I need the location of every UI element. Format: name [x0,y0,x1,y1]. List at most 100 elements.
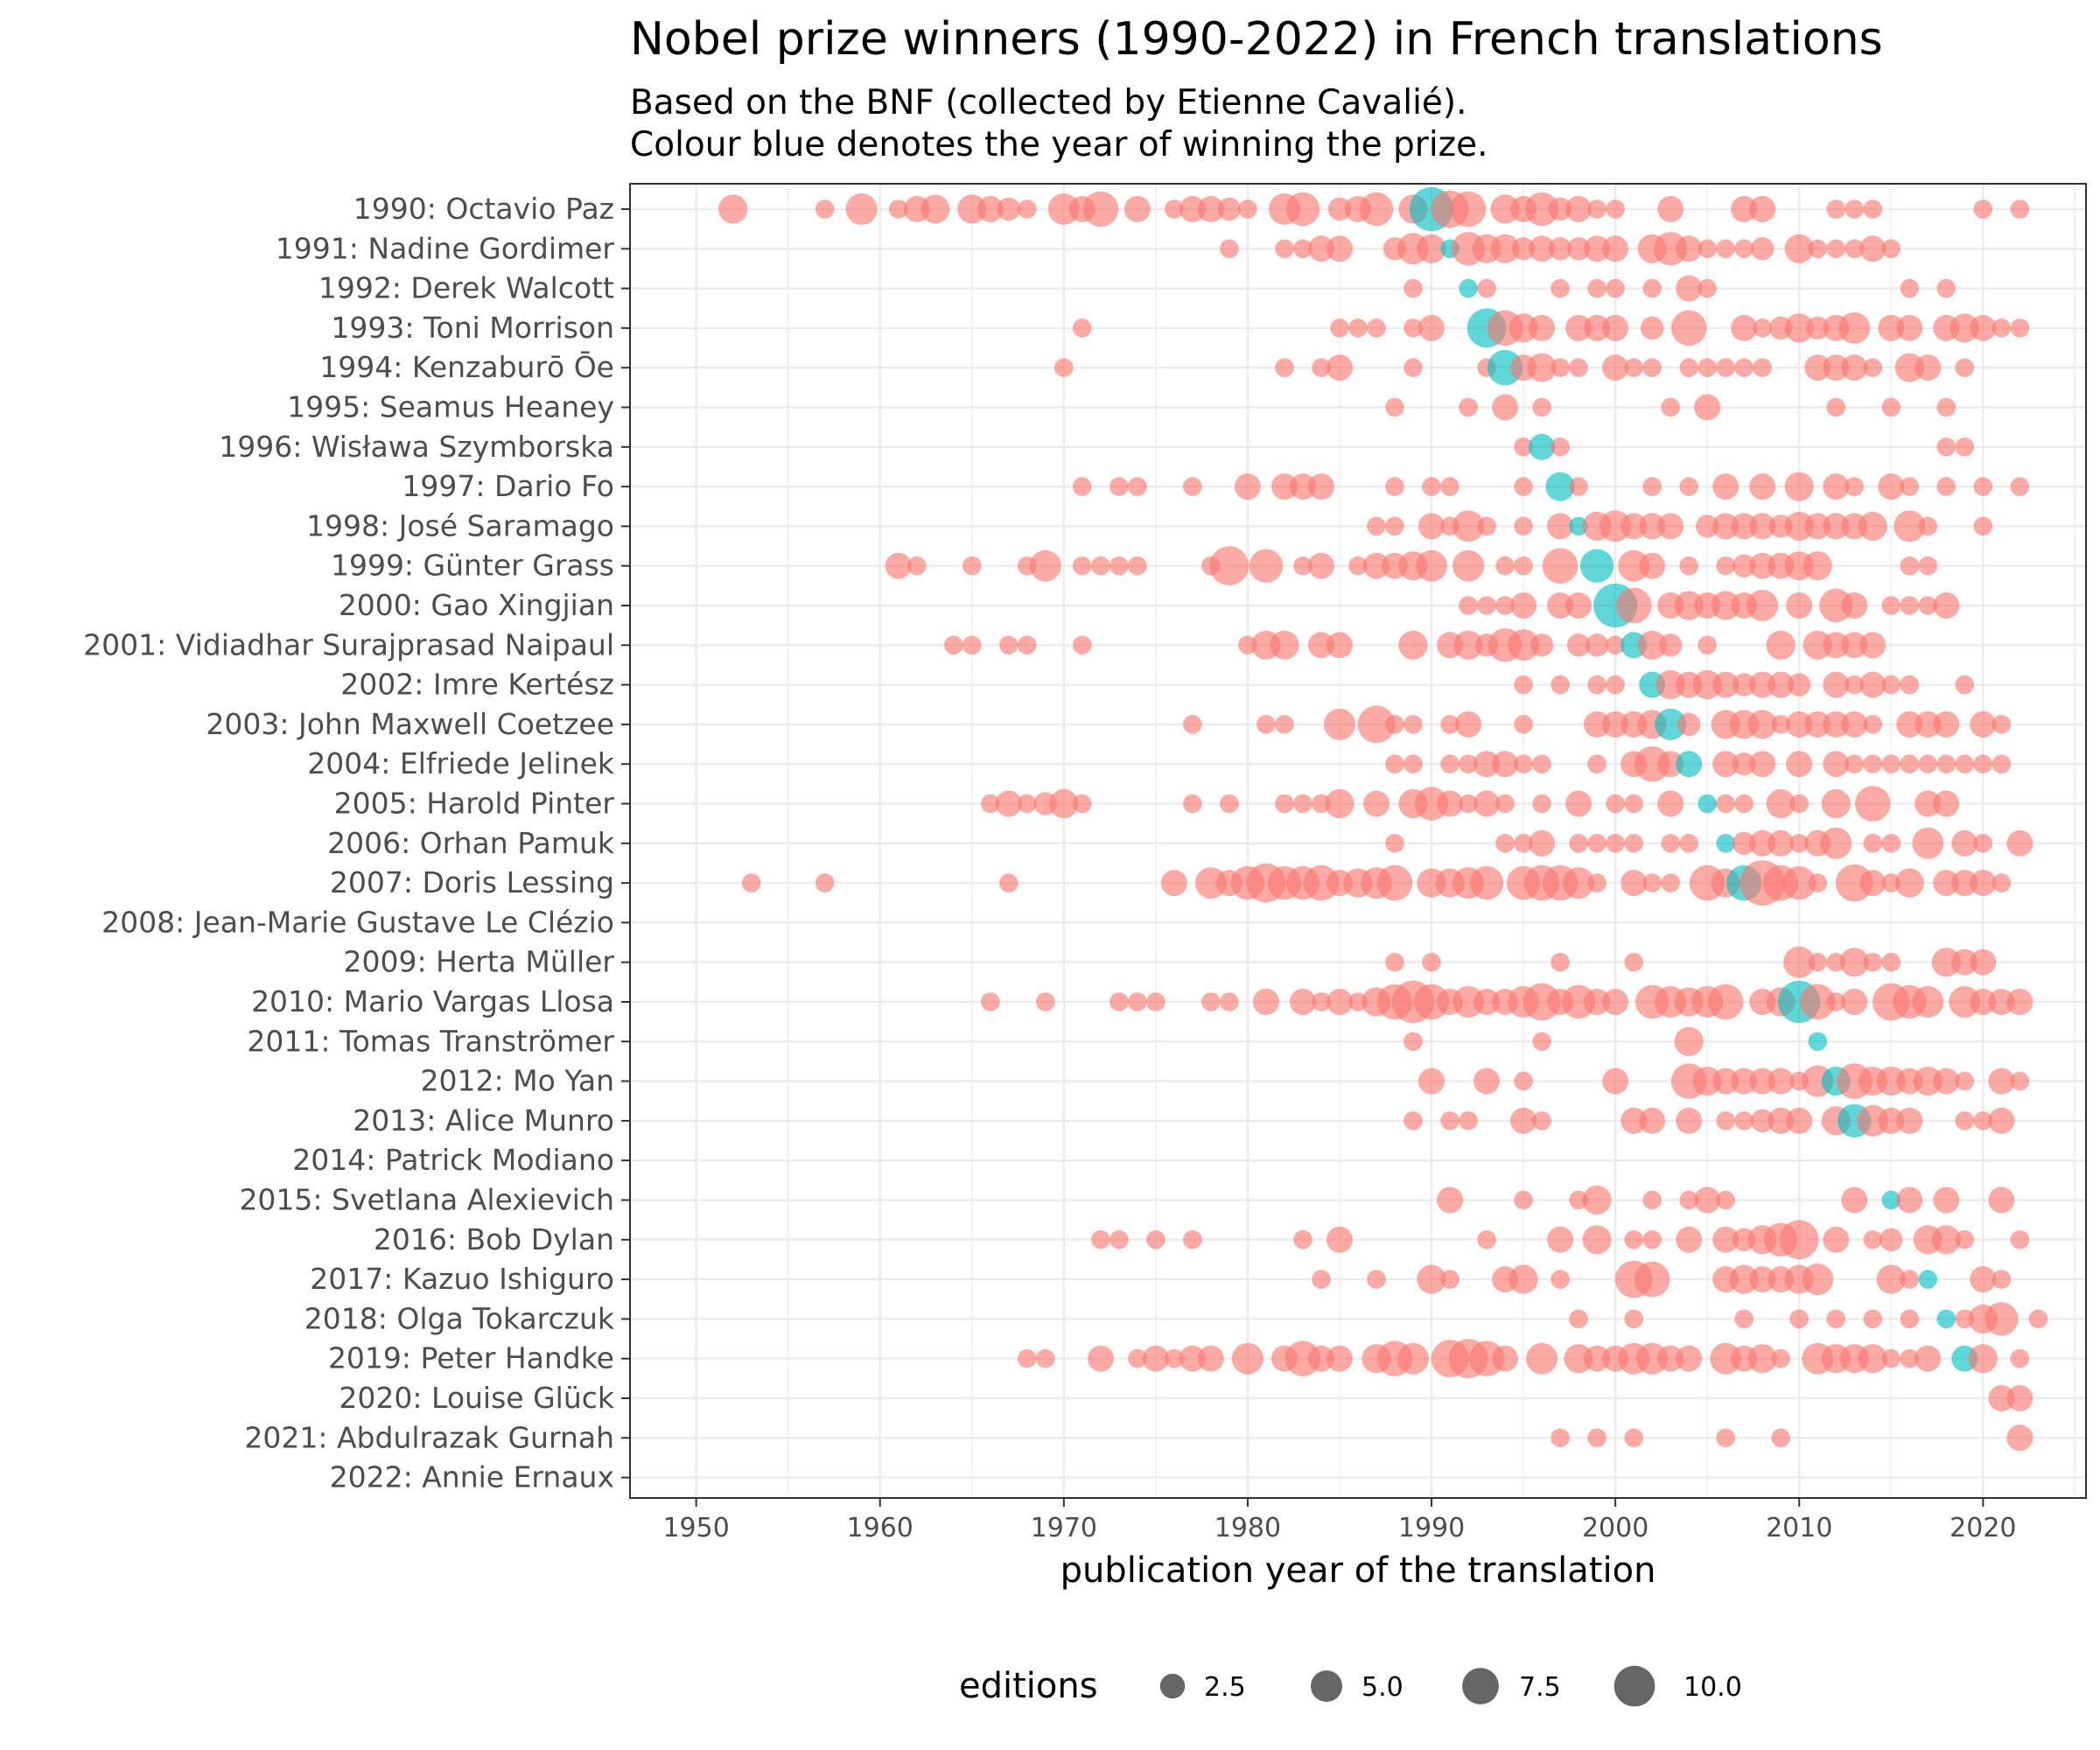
data-point [1418,314,1445,341]
data-point [1514,754,1533,774]
data-point [1624,1230,1643,1250]
y-tick-label: 2020: Louise Glück [339,1381,614,1415]
data-point [1771,1348,1790,1368]
data-point [1563,867,1595,900]
data-point [1569,834,1588,853]
data-point [1585,634,1609,657]
y-tick-label: 2002: Imre Kertész [340,668,614,702]
data-point [1698,358,1717,378]
data-point [1749,1266,1776,1293]
data-point [1602,235,1629,262]
data-point [1179,1345,1206,1372]
data-point [1992,754,2012,774]
legend-label: 2.5 [1204,1672,1246,1703]
data-point [1308,473,1334,500]
data-point [1642,1190,1662,1210]
data-point [1624,1309,1643,1329]
data-point [1786,710,1813,738]
data-point [1474,790,1501,817]
data-point [1160,870,1187,897]
data-point [1238,200,1257,219]
data-point [1808,873,1828,892]
data-point [1514,477,1533,496]
data-point [1808,952,1828,972]
data-point [1747,1344,1777,1374]
data-point [1385,477,1404,496]
data-point [1881,1190,1901,1210]
y-tick-label: 2005: Harold Pinter [334,787,615,821]
data-point [1495,794,1515,814]
data-point [1128,556,1147,576]
data-point [1936,397,1956,417]
data-point [1477,278,1496,298]
y-tick-label: 1999: Günter Grass [331,549,614,583]
data-point [1018,635,1037,655]
data-point [1751,1109,1774,1133]
data-point [1992,318,2012,338]
y-tick-label: 2015: Svetlana Alexievich [239,1183,614,1217]
data-point [1565,592,1592,619]
data-point [1679,834,1698,853]
data-point [1984,1302,2019,1336]
data-point [1731,314,1758,341]
data-point [1348,556,1368,576]
data-point [1417,234,1446,263]
data-point [1565,196,1592,222]
x-tick-label: 1960 [847,1513,914,1544]
data-point [1348,318,1368,338]
y-tick-label: 2017: Kazuo Ishiguro [310,1262,614,1296]
data-point [1676,751,1703,778]
data-point [1973,754,1993,774]
data-point [1587,873,1606,892]
chart-title: Nobel prize winners (1990-2022) in Frenc… [630,13,1883,66]
y-tick-label: 2000: Gao Xingjian [339,588,614,622]
legend-key [1311,1670,1342,1702]
data-point [1600,510,1632,542]
data-point [1587,278,1606,298]
data-point [1936,278,1956,298]
data-point [1918,556,1938,576]
data-point [1900,754,1920,774]
x-tick-label: 1970 [1031,1513,1097,1544]
data-point [1326,235,1353,262]
data-point [1782,865,1816,900]
data-point [1657,790,1684,817]
data-point [1492,394,1519,421]
data-point [1821,788,1851,819]
data-point [1620,870,1648,897]
data-point [1385,516,1404,536]
data-point [1404,715,1423,734]
data-point [1844,754,1865,774]
data-point [1881,754,1901,774]
data-point [1894,868,1924,898]
data-point [1659,634,1683,657]
data-point [1712,473,1740,500]
data-point [1747,710,1777,739]
data-point [1804,513,1831,540]
data-point [1802,630,1832,660]
data-point [1532,794,1551,814]
data-point [1018,1348,1037,1368]
data-point [1712,751,1740,778]
data-point [2010,1230,2030,1250]
data-point [1220,794,1239,814]
data-point [1459,278,1478,298]
data-point [1524,192,1559,227]
data-point [2010,1071,2030,1091]
data-point [1931,948,1961,977]
data-point [1327,197,1352,221]
data-point [1823,751,1850,778]
data-point [1670,310,1707,346]
data-point [1900,278,1920,298]
data-point [1716,556,1735,576]
data-point [1878,314,1905,341]
data-point [1422,477,1441,496]
data-point [1514,556,1533,576]
data-point [1896,710,1923,738]
data-point [1615,587,1652,624]
data-point [1881,596,1901,615]
data-point [1786,592,1813,619]
data-point [888,200,908,219]
data-point [1914,354,1942,382]
data-point [1863,952,1883,972]
